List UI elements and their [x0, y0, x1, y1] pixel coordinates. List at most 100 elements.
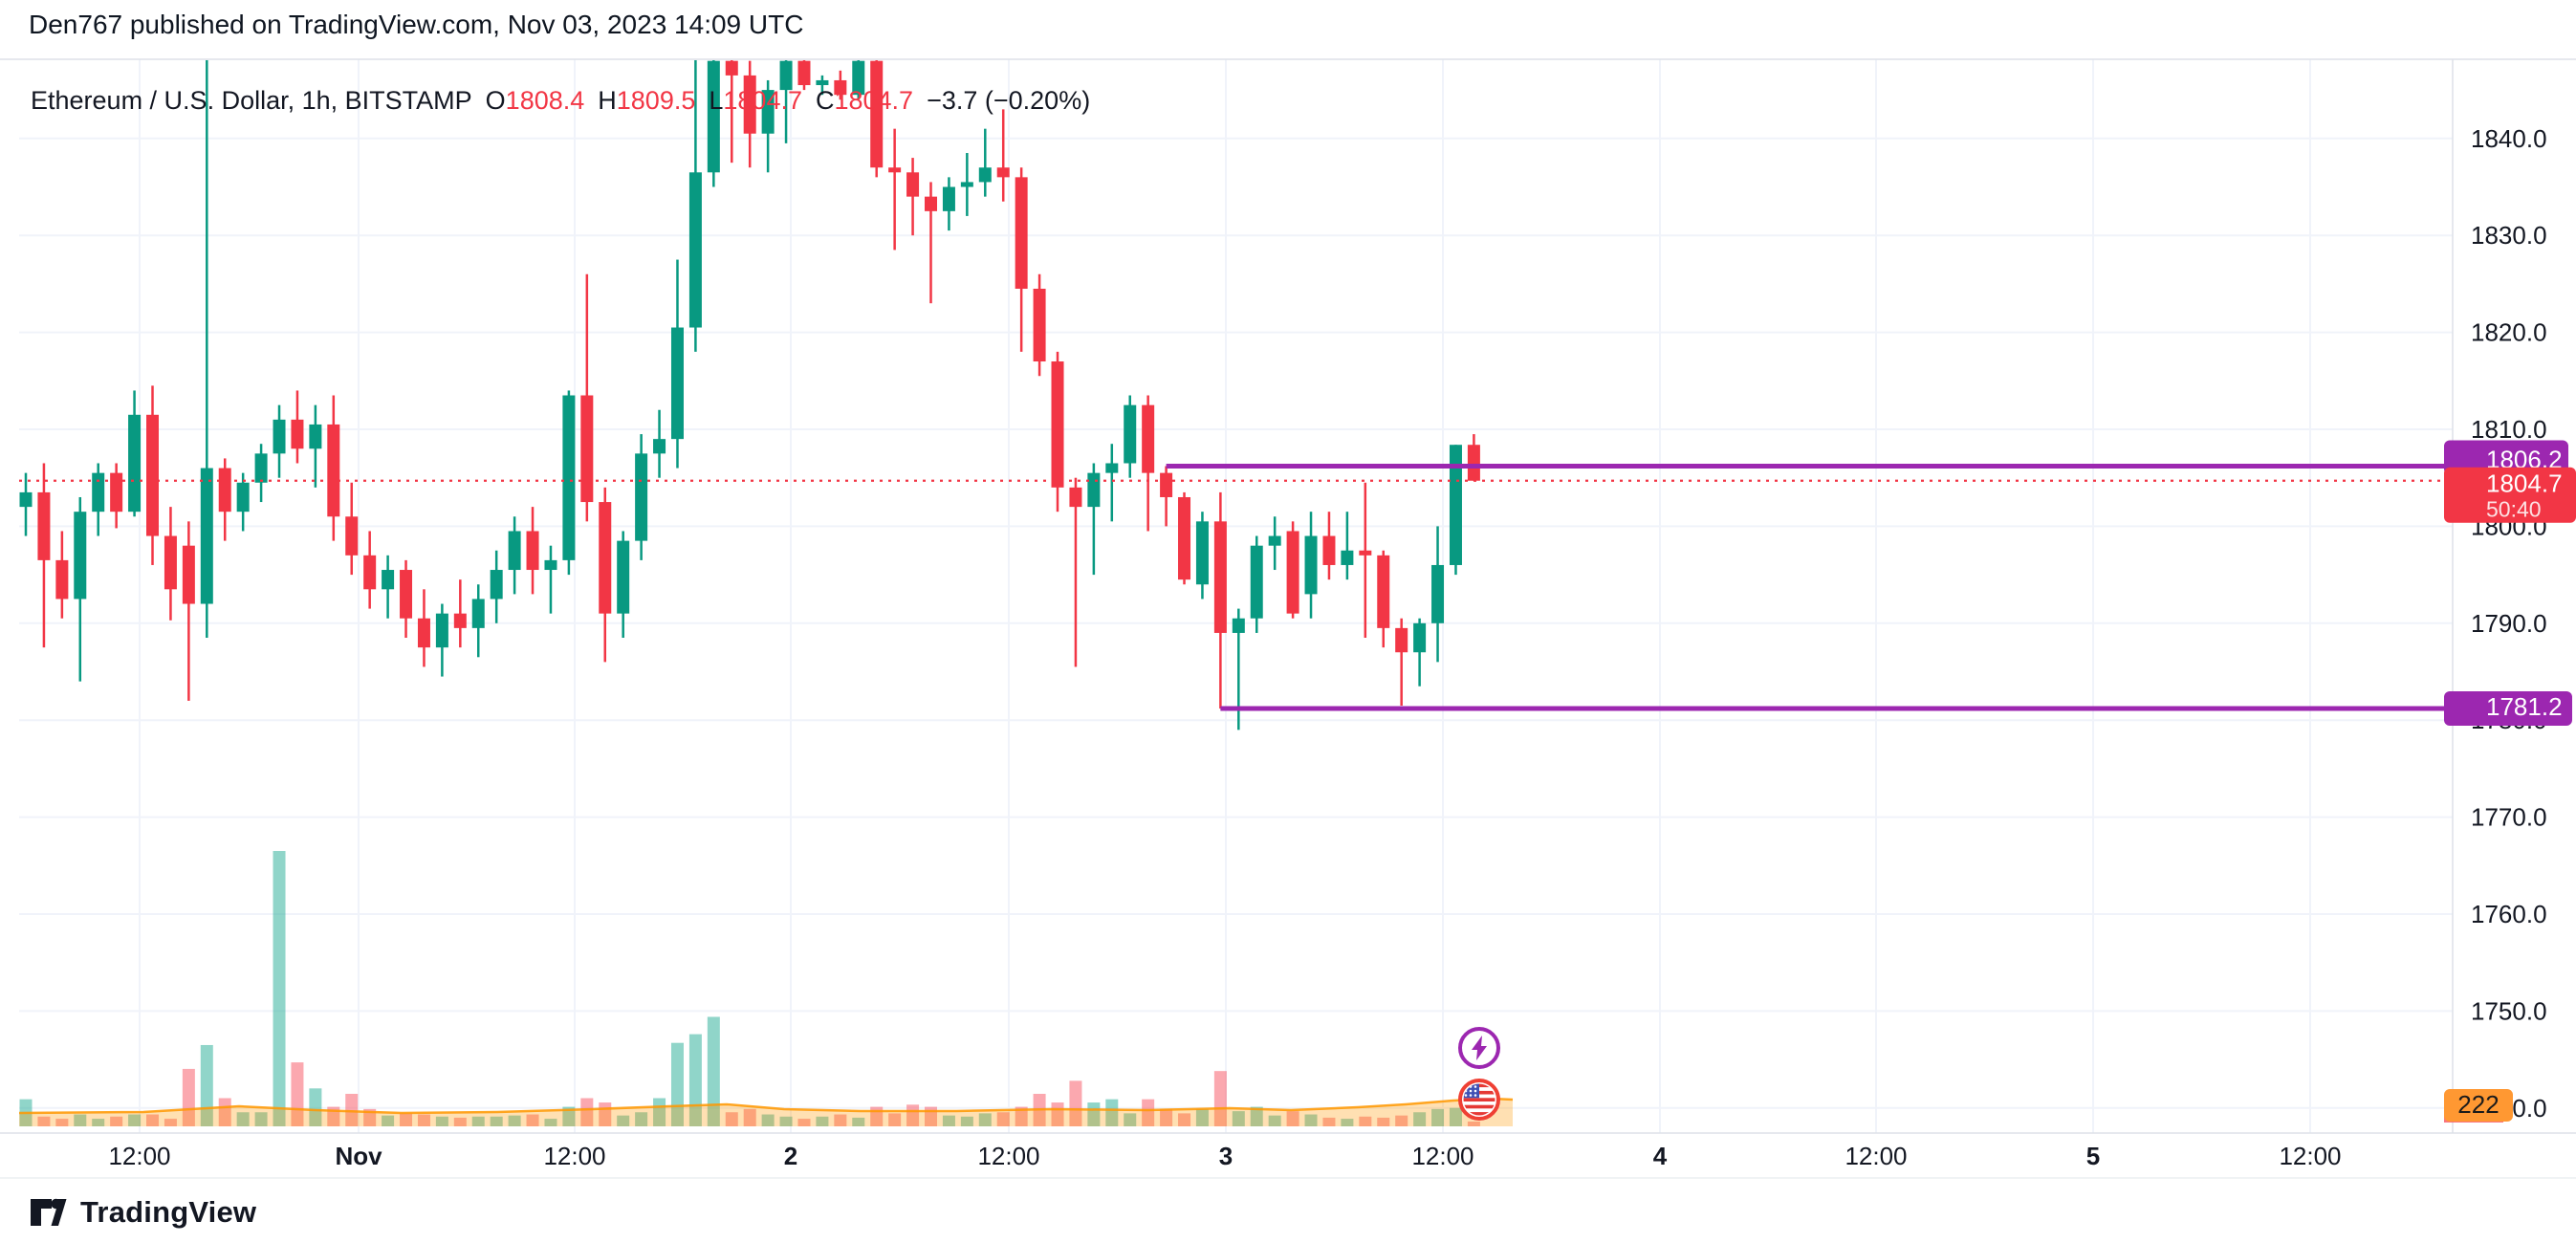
volume-bar: [635, 1112, 648, 1126]
volume-bar: [816, 1116, 829, 1126]
candle-body: [309, 424, 322, 449]
volume-bar: [110, 1116, 123, 1126]
volume-bar: [1286, 1111, 1299, 1126]
volume-bar: [996, 1112, 1010, 1126]
candle-body: [906, 172, 920, 197]
tradingview-logo-text: TradingView: [80, 1195, 257, 1229]
candle-body: [1105, 463, 1119, 473]
candle-body: [978, 167, 992, 183]
volume-bar: [236, 1112, 250, 1126]
time-axis-day-label[interactable]: 4: [1653, 1142, 1668, 1170]
time-axis-label[interactable]: 12:00: [977, 1142, 1039, 1170]
time-axis-day-label[interactable]: 5: [2086, 1142, 2100, 1170]
volume-bar: [182, 1068, 195, 1126]
candle-wick: [1110, 444, 1114, 522]
time-axis-label[interactable]: 12:00: [108, 1142, 170, 1170]
volume-bar: [146, 1114, 160, 1126]
ohlc-value-c: 1804.7: [834, 86, 914, 115]
candle-body: [363, 555, 377, 590]
candle-body: [1359, 550, 1372, 556]
volume-bar: [1431, 1108, 1445, 1126]
time-axis-label[interactable]: 12:00: [2279, 1142, 2341, 1170]
candle-body: [146, 414, 160, 536]
volume-bar: [761, 1114, 775, 1126]
price-axis-label[interactable]: 1790.0: [2471, 609, 2547, 638]
time-axis-label[interactable]: 12:00: [543, 1142, 605, 1170]
volume-bar: [1250, 1106, 1263, 1126]
candle-body: [1268, 535, 1281, 546]
tradingview-logo[interactable]: TradingView: [29, 1193, 256, 1232]
us-flag-event-icon[interactable]: [1458, 1079, 1500, 1121]
time-axis-day-label[interactable]: Nov: [335, 1142, 382, 1170]
time-axis-day-label[interactable]: 3: [1219, 1142, 1233, 1170]
candle-body: [435, 613, 448, 648]
volume-bar: [1268, 1115, 1281, 1126]
time-axis-label[interactable]: 12:00: [1845, 1142, 1907, 1170]
candle-wick: [1001, 109, 1005, 202]
candle-body: [635, 453, 648, 541]
price-axis-label[interactable]: 1830.0: [2471, 221, 2547, 250]
volume-bar: [653, 1098, 666, 1126]
candle-body: [1015, 177, 1028, 289]
candle-body: [453, 613, 467, 628]
volume-bar: [1160, 1108, 1173, 1126]
lightning-event-icon[interactable]: [1458, 1027, 1500, 1069]
volume-bar: [92, 1119, 105, 1126]
volume-bar: [508, 1115, 521, 1126]
volume-bar: [453, 1117, 467, 1126]
candle-body: [617, 540, 630, 614]
candle-body: [1377, 555, 1390, 628]
candle-wick: [929, 182, 932, 304]
volume-bar: [382, 1115, 395, 1126]
ohlc-label-l: L: [709, 86, 724, 115]
candle-wick: [1092, 463, 1096, 576]
volume-bar: [779, 1116, 793, 1126]
volume-bar: [580, 1098, 594, 1126]
volume-bar: [74, 1114, 87, 1126]
candle-body: [1449, 445, 1462, 565]
candle-body: [996, 167, 1010, 178]
candle-body: [291, 419, 304, 449]
candle-body: [1069, 487, 1082, 508]
ohlc-label-c: C: [815, 86, 835, 115]
symbol-title[interactable]: Ethereum / U.S. Dollar, 1h, BITSTAMP: [31, 86, 472, 115]
price-axis-label[interactable]: 1820.0: [2471, 318, 2547, 347]
volume-bar: [1322, 1117, 1336, 1126]
volume-bar: [1015, 1106, 1028, 1126]
time-axis-day-label[interactable]: 2: [784, 1142, 797, 1170]
volume-bar: [200, 1044, 213, 1126]
candle-body: [925, 196, 937, 211]
candle-body: [743, 75, 756, 134]
candle-countdown-text: 50:40: [2486, 497, 2542, 522]
candle-body: [1395, 627, 1408, 653]
candle-wick: [784, 60, 788, 143]
published-attribution: Den767 published on TradingView.com, Nov…: [29, 10, 804, 39]
candle-body: [1160, 472, 1173, 497]
candle-body: [1142, 404, 1155, 473]
price-axis-label[interactable]: 1840.0: [2471, 124, 2547, 153]
time-axis-label[interactable]: 12:00: [1411, 1142, 1474, 1170]
candle-body: [1341, 550, 1354, 565]
change-value: −3.7 (−0.20%): [927, 86, 1091, 115]
ohlc-value-o: 1808.4: [505, 86, 585, 115]
candle-wick: [206, 60, 208, 639]
candle-body: [852, 60, 865, 96]
volume-bar: [1467, 1121, 1480, 1126]
price-axis-label[interactable]: 1770.0: [2471, 803, 2547, 832]
volume-bar: [363, 1108, 377, 1126]
volume-bar: [1069, 1080, 1082, 1126]
candle-body: [816, 79, 829, 86]
volume-badge-text: 222: [2457, 1090, 2499, 1119]
volume-bar: [688, 1034, 702, 1126]
volume-bar: [1178, 1113, 1191, 1126]
candle-body: [471, 599, 485, 628]
price-axis-label[interactable]: 1760.0: [2471, 900, 2547, 928]
volume-bar: [1195, 1108, 1209, 1126]
price-axis-label[interactable]: 1810.0: [2471, 415, 2547, 444]
price-axis-label[interactable]: 1750.0: [2471, 996, 2547, 1025]
candle-wick: [984, 128, 987, 197]
candle-body: [273, 419, 286, 454]
volume-bar: [471, 1116, 485, 1126]
candle-body: [960, 182, 973, 187]
